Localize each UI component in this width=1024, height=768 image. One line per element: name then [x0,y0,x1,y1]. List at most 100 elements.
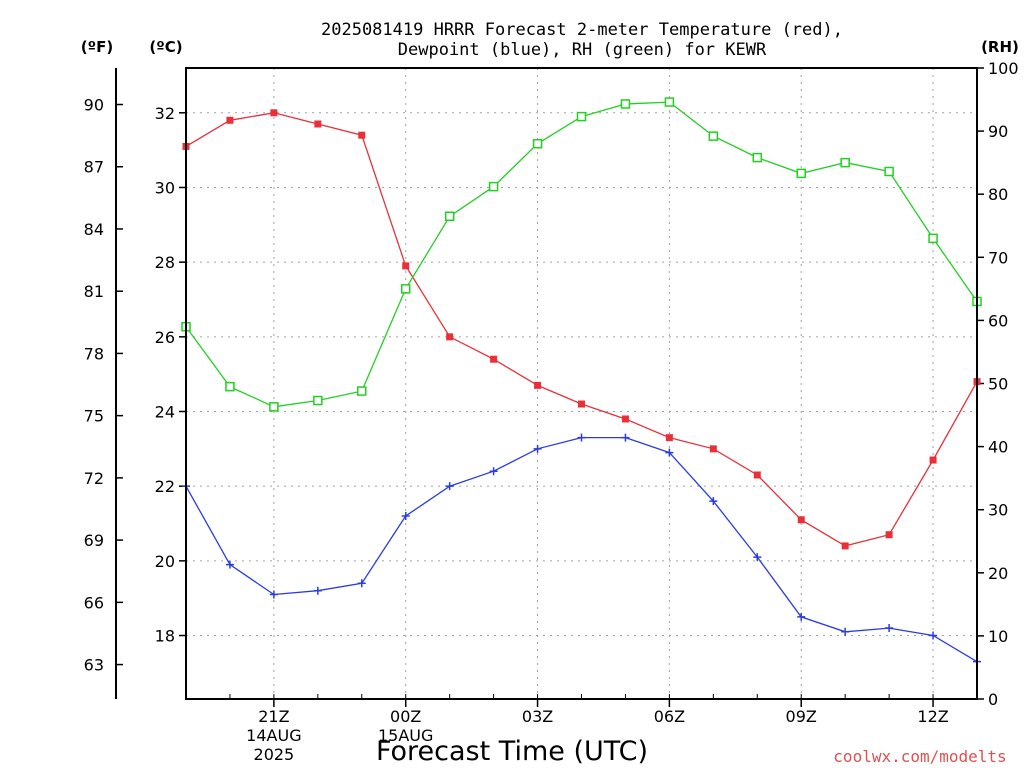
x-axis-label: Forecast Time (UTC) [376,736,648,767]
rh-point [752,152,763,163]
dewpoint-point [489,467,498,476]
rh-line [185,101,978,408]
dewpoint-point [269,590,278,599]
rh-tick-label: 90 [988,122,1008,141]
x-tick-label: 12Z [917,707,948,726]
dewpoint-point [445,482,454,491]
dewpoint-point [577,433,586,442]
temperature-point [929,456,937,464]
x-tick-label: 06Z [654,707,685,726]
temperature-point [270,109,278,117]
rh-tick-label: 10 [988,627,1008,646]
dewpoint-point [533,444,542,453]
rh-point [532,138,543,149]
chart-title: 2025081419 HRRR Forecast 2-meter Tempera… [321,20,843,40]
rh-tick-label: 20 [988,564,1008,583]
celsius-tick-label: 26 [155,328,175,347]
series-layer [181,97,982,666]
celsius-tick-label: 18 [155,627,175,646]
dewpoint-point [797,612,806,621]
dewpoint-point [313,586,322,595]
dewpoint-point [621,433,630,442]
x-tick-label: 00Z [390,707,421,726]
plot-frame [185,67,978,700]
temperature-point [665,434,673,442]
fahrenheit-tick-label: 72 [84,469,104,488]
temperature-point [402,262,410,270]
temperature-point [753,471,761,479]
dewpoint-point [357,579,366,588]
chart-subtitle: Dewpoint (blue), RH (green) for KEWR [398,40,767,60]
temperature-line [185,112,978,547]
rh-point [444,211,455,222]
temperature-point [885,531,893,539]
celsius-tick-label: 20 [155,552,175,571]
rh-point [620,99,631,109]
rh-tick-label: 70 [988,248,1008,267]
rh-point [796,168,806,179]
fahrenheit-tick-label: 69 [84,531,104,550]
rh-point [225,381,235,392]
rh-point [664,97,675,107]
temperature-point [358,131,366,139]
rh-point [708,131,719,141]
rh-tick-label: 40 [988,438,1008,457]
fahrenheit-tick-label: 81 [84,282,104,301]
x-tick-label: 09Z [786,707,817,726]
rh-point [884,166,894,177]
x-tick-date-label: 14AUG [246,726,301,745]
temperature-point [709,445,717,453]
fahrenheit-tick-label: 90 [84,96,104,115]
temperature-point [226,116,234,124]
rh-point [357,386,367,396]
dewpoint-point [709,497,718,506]
dewpoint-point [753,553,762,562]
dewpoint-point [841,627,850,636]
dewpoint-point [929,631,938,640]
fahrenheit-tick-label: 78 [84,344,104,363]
rh-point [840,157,850,168]
x-tick-year-label: 2025 [254,745,295,764]
x-tick-label: 03Z [522,707,553,726]
rh-tick-label: 30 [988,501,1008,520]
temperature-point [490,355,498,363]
rh-point [928,233,938,244]
temperature-point [841,542,849,550]
celsius-tick-label: 32 [155,104,175,123]
rh-tick-label: 60 [988,311,1008,330]
celsius-tick-label: 30 [155,178,175,197]
rh-point [576,111,587,122]
celsius-axis: 18 20 22 24 26 28 30 32 [155,104,186,646]
rh-point [313,395,323,406]
rh-point [269,402,279,412]
fahrenheit-tick-label: 84 [84,220,104,239]
celsius-tick-label: 22 [155,477,175,496]
temperature-point [314,120,322,128]
dewpoint-line [185,436,978,663]
temperature-point [446,333,454,341]
fahrenheit-axis: 63 66 69 72 75 78 81 84 87 90 [84,68,123,699]
rh-point [488,181,499,192]
x-tick-label: 21Z [258,707,289,726]
temperature-point [621,415,629,423]
rh-point [400,284,411,294]
gridlines [186,68,977,699]
rh-tick-label: 50 [988,375,1008,394]
fahrenheit-tick-label: 66 [84,593,104,612]
temperature-point [534,381,542,389]
rh-tick-label: 0 [988,690,998,709]
dewpoint-point [885,624,894,633]
fahrenheit-tick-label: 63 [84,656,104,675]
rh-tick-label: 80 [988,185,1008,204]
dewpoint-point [225,560,234,569]
rh-tick-label: 100 [988,59,1019,78]
dewpoint-point [401,512,410,521]
celsius-unit-label: (ºC) [149,38,182,56]
fahrenheit-tick-label: 87 [84,158,104,177]
credit-text: coolwx.com/modelts [833,747,1006,766]
x-tick-date-label: 15AUG [378,726,433,745]
celsius-tick-label: 28 [155,253,175,272]
fahrenheit-unit-label: (ºF) [81,38,113,56]
